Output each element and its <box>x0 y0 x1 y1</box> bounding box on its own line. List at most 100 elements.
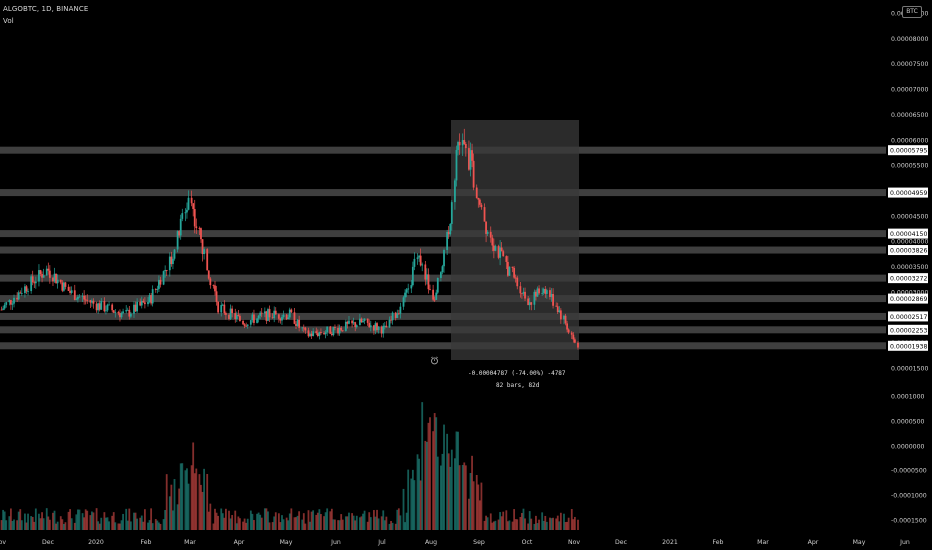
volume-bar <box>458 465 461 530</box>
candle <box>267 307 269 322</box>
candle <box>407 283 410 294</box>
level-band[interactable] <box>0 326 886 334</box>
volume-bar <box>433 413 436 530</box>
candle <box>89 299 92 309</box>
candle <box>103 297 106 313</box>
candle <box>173 249 176 261</box>
volume-bar <box>225 508 227 530</box>
volume-indicator-label[interactable]: Vol <box>3 17 14 25</box>
volume-bar <box>143 509 146 530</box>
price-tick-label: 0.00004500 <box>891 213 928 220</box>
price-tick-label: 0.00007000 <box>891 87 928 94</box>
candle <box>454 178 456 210</box>
volume-bar <box>67 511 70 530</box>
candle <box>497 244 500 260</box>
level-band[interactable] <box>0 295 886 303</box>
candle <box>351 320 353 328</box>
candle <box>542 287 545 296</box>
level-band[interactable] <box>0 146 886 154</box>
candle <box>33 280 36 289</box>
support-resistance-bands <box>0 146 886 350</box>
volume-bar <box>424 440 427 530</box>
candle <box>337 324 339 336</box>
volume-bar <box>316 512 319 530</box>
candle <box>295 321 297 330</box>
volume-bar <box>245 522 248 530</box>
volume-bar <box>388 523 391 530</box>
volume-bar <box>70 518 73 530</box>
volume-bar <box>91 511 93 530</box>
candle <box>162 270 165 286</box>
candle <box>231 305 234 318</box>
level-band[interactable] <box>0 274 886 282</box>
volume-bar <box>545 521 548 530</box>
volume-bar <box>279 522 282 530</box>
candle <box>326 326 329 336</box>
level-band[interactable] <box>0 189 886 197</box>
candle <box>416 253 419 265</box>
volume-bar <box>20 520 23 530</box>
volume-bar <box>486 517 489 530</box>
volume-bar <box>307 510 310 530</box>
price-level-text: 0.00005795 <box>890 148 927 155</box>
volume-tick-label: 0.0000000 <box>891 444 925 451</box>
candle <box>265 310 268 324</box>
candle <box>24 283 26 298</box>
candle <box>2 305 5 311</box>
level-band[interactable] <box>0 230 886 238</box>
candle <box>268 305 271 322</box>
volume-bar <box>133 512 135 530</box>
candle <box>564 313 567 326</box>
level-band[interactable] <box>0 342 886 350</box>
candle <box>147 297 149 307</box>
candle <box>83 290 86 305</box>
volume-bar <box>483 520 486 530</box>
candle <box>154 288 157 293</box>
candle <box>81 292 84 303</box>
candle <box>223 300 226 315</box>
candle <box>19 290 22 294</box>
candle <box>354 321 357 332</box>
candle <box>320 328 322 335</box>
level-band[interactable] <box>0 312 886 320</box>
volume-bar <box>122 513 124 530</box>
volume-bar <box>134 512 137 530</box>
volume-bar <box>519 517 522 530</box>
candle <box>530 302 533 311</box>
volume-bar <box>315 514 318 530</box>
volume-bar <box>200 484 202 530</box>
volume-bar <box>56 521 59 530</box>
candle <box>536 286 539 298</box>
alarm-clock-icon[interactable] <box>430 356 439 365</box>
volume-bar <box>287 520 290 530</box>
volume-bar <box>373 510 375 530</box>
candle <box>332 326 335 337</box>
level-band[interactable] <box>0 246 886 254</box>
candle <box>220 301 223 317</box>
candle <box>20 287 23 297</box>
candle <box>360 317 363 323</box>
candle <box>366 318 369 326</box>
candle <box>492 238 495 259</box>
volume-bar <box>295 517 297 530</box>
volume-bar <box>497 519 500 530</box>
volume-bar <box>217 515 220 530</box>
currency-badge[interactable]: BTC <box>902 6 922 18</box>
volume-bar <box>256 513 258 530</box>
volume-bar <box>352 515 355 530</box>
price-level-labels: 0.00005795 0.00004959 0.00004150 0.00003826… <box>888 145 928 351</box>
volume-bar <box>34 508 37 530</box>
candle <box>483 203 486 222</box>
volume-bar <box>120 520 123 530</box>
time-tick-label: May <box>853 539 866 546</box>
price-level-text: 0.00003272 <box>890 276 927 283</box>
volume-bar <box>380 516 383 530</box>
volume-bar <box>425 441 428 530</box>
candle <box>125 305 128 314</box>
volume-bar <box>449 466 452 530</box>
time-tick-label: Oct <box>522 539 533 546</box>
candle <box>17 290 20 301</box>
candle <box>301 327 304 332</box>
candle <box>296 318 299 327</box>
